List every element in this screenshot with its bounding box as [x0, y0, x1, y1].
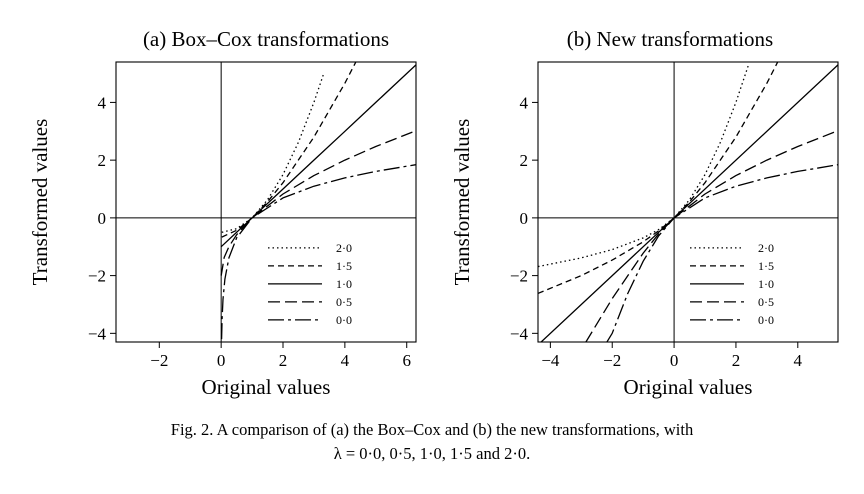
series-line-lambda-1-5 [538, 62, 779, 295]
legend-label: 0·5 [758, 295, 774, 309]
legend-label: 1·0 [336, 277, 352, 291]
panel-b-ytick-label: 4 [520, 93, 529, 112]
series-line-lambda-0 [220, 164, 416, 340]
panel-new-transformations: (b) New transformations −4 −2 0 2 4 −4 −2 0 2 4 2… [450, 27, 839, 399]
panel-box-cox: (a) Box–Cox transformations −2 0 2 4 6 −4 −2 0 2… [28, 27, 417, 399]
panel-b-ylabel: Transformed values [450, 119, 474, 286]
series-line-lambda-2 [221, 74, 324, 233]
series-line-lambda-1 [220, 64, 416, 248]
caption-line-1: Fig. 2. A comparison of (a) the Box–Cox … [170, 420, 694, 439]
panel-a-series [220, 62, 416, 340]
panel-a-ytick-label: −4 [88, 324, 107, 343]
panel-a-ytick-label: 0 [98, 209, 107, 228]
panel-b-xlabel: Original values [624, 375, 753, 399]
panel-b-xtick-label: 4 [794, 351, 803, 370]
legend-label: 2·0 [758, 241, 774, 255]
panel-a-frame [115, 61, 417, 343]
panel-b-zero-axes [538, 62, 838, 342]
legend-label: 0·0 [758, 313, 774, 327]
panel-b-xtick-label: 0 [670, 351, 679, 370]
panel-b-ytick-label: 0 [520, 209, 529, 228]
panel-b-title: (b) New transformations [567, 27, 773, 51]
series-line-lambda-1-5 [221, 62, 357, 238]
legend-label: 1·5 [758, 259, 774, 273]
figure-canvas: (a) Box–Cox transformations −2 0 2 4 6 −4 −2 0 2… [28, 27, 839, 399]
panel-b-legend: 2·0 1·5 1·0 0·5 0·0 [690, 241, 774, 327]
legend-label: 0·0 [336, 313, 352, 327]
panel-b-xtick-label: 2 [732, 351, 741, 370]
panel-b-ytick-label: −4 [510, 324, 529, 343]
panel-b-frame [537, 61, 839, 343]
panel-a-ytick-label: 4 [98, 93, 107, 112]
panel-b-ytick-label: 2 [520, 151, 529, 170]
panel-a-xlabel: Original values [202, 375, 331, 399]
figure-caption: Fig. 2. A comparison of (a) the Box–Cox … [0, 418, 864, 466]
panel-a-ytick-label: −2 [88, 267, 106, 286]
panel-b-xtick-label: −4 [541, 351, 560, 370]
series-line-lambda-1 [540, 64, 838, 342]
panel-a-ylabel: Transformed values [28, 119, 52, 286]
panel-a-xtick-label: 0 [217, 351, 226, 370]
panel-a-legend: 2·0 1·5 1·0 0·5 0·0 [268, 241, 352, 327]
panel-b-ticks: −4 −2 0 2 4 −4 −2 0 2 4 [510, 93, 803, 370]
panel-a-xtick-label: −2 [150, 351, 168, 370]
panel-a-xtick-label: 2 [279, 351, 288, 370]
panel-b-ytick-label: −2 [510, 267, 528, 286]
legend-label: 1·0 [758, 277, 774, 291]
panel-a-xtick-label: 6 [402, 351, 411, 370]
series-line-lambda-0-5 [220, 130, 416, 276]
panel-a-xtick-label: 4 [341, 351, 350, 370]
caption-line-2: λ = 0·0, 0·5, 1·0, 1·5 and 2·0. [333, 444, 531, 463]
panel-a-ticks: −2 0 2 4 6 −4 −2 0 2 4 [88, 93, 411, 370]
panel-a-title: (a) Box–Cox transformations [143, 27, 389, 51]
panel-b-xtick-label: −2 [603, 351, 621, 370]
panel-b-series [538, 62, 838, 342]
legend-label: 1·5 [336, 259, 352, 273]
panel-a-zero-axes [116, 62, 416, 342]
legend-label: 0·5 [336, 295, 352, 309]
legend-label: 2·0 [336, 241, 352, 255]
series-line-lambda-0-5 [585, 130, 838, 342]
panel-a-ytick-label: 2 [98, 151, 107, 170]
series-line-lambda-0 [606, 164, 838, 342]
